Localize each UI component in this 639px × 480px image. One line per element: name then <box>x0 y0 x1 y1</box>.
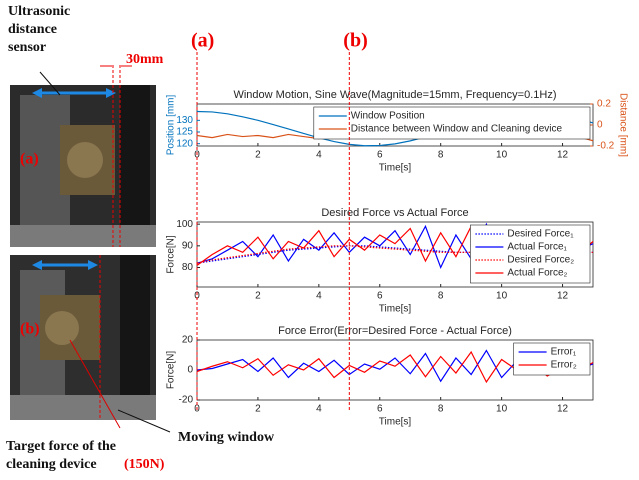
target-label: cleaning device <box>6 457 97 472</box>
y2-tick-label: -0.2 <box>597 141 615 152</box>
target-label: Target force of the <box>6 439 116 454</box>
x-tick-label: 10 <box>496 150 508 161</box>
x-tick-label: 10 <box>496 404 508 415</box>
chart-title: Force Error(Error=Desired Force - Actual… <box>278 325 512 337</box>
y-tick-label: 90 <box>182 240 194 251</box>
event-label: (a) <box>191 30 214 52</box>
x-tick-label: 2 <box>255 291 261 302</box>
x-tick-label: 8 <box>438 404 444 415</box>
legend-label: Distance between Window and Cleaning dev… <box>351 124 563 135</box>
y2-tick-label: 0.2 <box>597 99 611 110</box>
photo-b <box>10 255 171 433</box>
x-tick-label: 0 <box>194 291 200 302</box>
x-axis-label: Time[s] <box>379 304 412 315</box>
x-tick-label: 4 <box>316 291 322 302</box>
photo-b-label: (b) <box>20 321 40 338</box>
event-label: (b) <box>343 30 367 52</box>
legend-label: Actual Force₁ <box>507 242 567 253</box>
window-label: Moving window <box>178 430 275 445</box>
x-tick-label: 2 <box>255 404 261 415</box>
legend-label: Desired Force₂ <box>507 255 574 266</box>
legend-label: Desired Force₁ <box>507 229 574 240</box>
x-axis-label: Time[s] <box>379 417 412 428</box>
y-axis-label: Force[N] <box>166 235 177 274</box>
chart-title: Desired Force vs Actual Force <box>321 207 468 219</box>
y-tick-label: 20 <box>182 335 194 346</box>
sensor-label: sensor <box>8 40 46 55</box>
legend-label: Window Position <box>351 111 425 122</box>
target-value: (150N) <box>124 457 165 472</box>
y-tick-label: 80 <box>182 262 194 273</box>
x-tick-label: 12 <box>557 404 569 415</box>
gap-label: 30mm <box>126 52 164 67</box>
sensor-label: distance <box>8 22 57 37</box>
x-tick-label: 12 <box>557 150 569 161</box>
x-tick-label: 4 <box>316 150 322 161</box>
legend-box <box>313 106 591 140</box>
x-tick-label: 6 <box>377 404 383 415</box>
y-axis-label: Position [mm] <box>166 94 177 155</box>
y-tick-label: 100 <box>176 219 193 230</box>
x-tick-label: 6 <box>377 150 383 161</box>
legend-label: Error₂ <box>551 360 577 371</box>
x-tick-label: 10 <box>496 291 508 302</box>
x-tick-label: 12 <box>557 291 569 302</box>
x-tick-label: 0 <box>194 150 200 161</box>
x-axis-label: Time[s] <box>379 163 412 174</box>
photo-a <box>10 65 156 247</box>
y-tick-label: 130 <box>176 115 193 126</box>
x-tick-label: 2 <box>255 150 261 161</box>
y-tick-label: -20 <box>179 395 194 406</box>
legend-box <box>513 342 591 376</box>
x-tick-label: 4 <box>316 404 322 415</box>
chart-title: Window Motion, Sine Wave(Magnitude=15mm,… <box>233 89 556 101</box>
y-axis-label: Force[N] <box>166 351 177 390</box>
photo-a-label: (a) <box>20 151 39 168</box>
y2-axis-label: Distance [mm] <box>617 93 628 157</box>
x-tick-label: 8 <box>438 150 444 161</box>
x-tick-label: 6 <box>377 291 383 302</box>
y-tick-label: 0 <box>187 365 193 376</box>
legend-label: Actual Force₂ <box>507 268 567 279</box>
legend-label: Error₁ <box>551 347 577 358</box>
x-tick-label: 8 <box>438 291 444 302</box>
sensor-label: Ultrasonic <box>8 4 70 19</box>
y-tick-label: 120 <box>176 138 193 149</box>
y-tick-label: 125 <box>176 127 193 138</box>
y2-tick-label: 0 <box>597 120 603 131</box>
